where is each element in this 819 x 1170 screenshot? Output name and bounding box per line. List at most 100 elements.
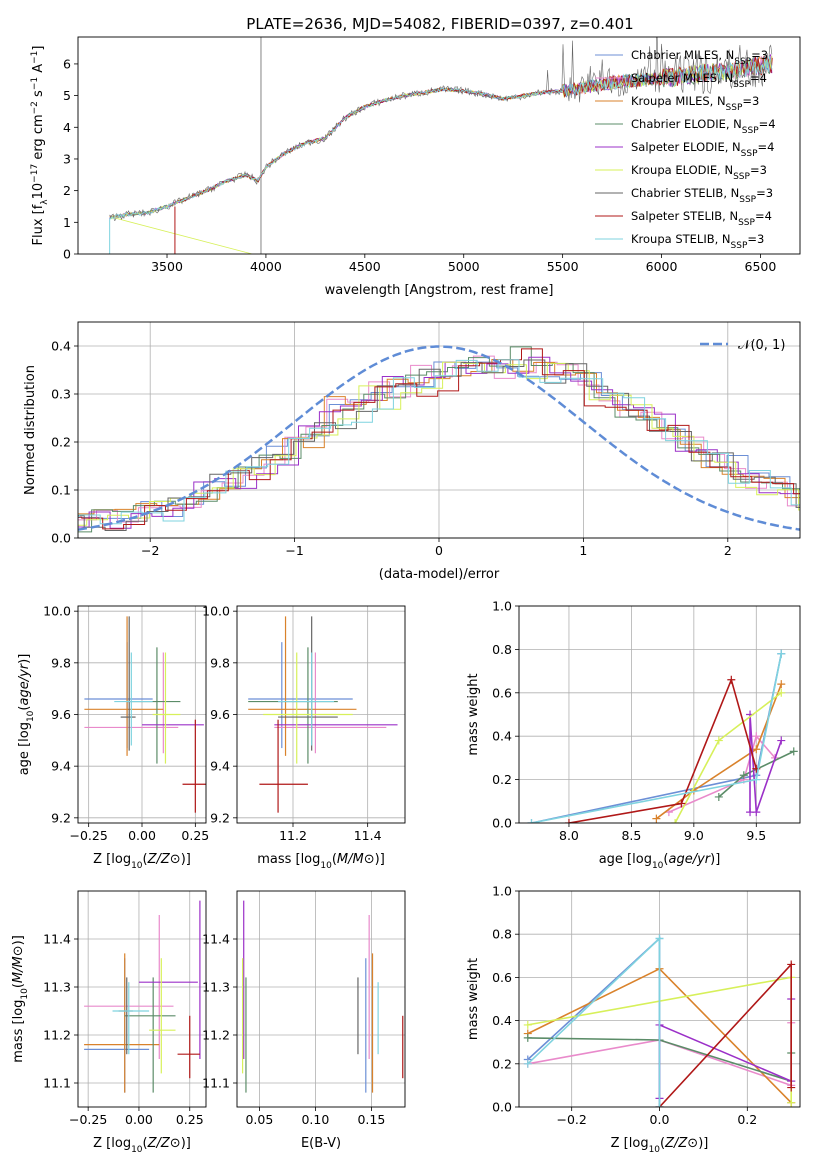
y-tick-label: 10.0	[43, 604, 71, 619]
y-axis-label-part: 10	[26, 710, 36, 722]
weight-point-kroupa_miles	[752, 745, 761, 754]
x-axis-label-part: 10	[652, 861, 664, 871]
weight-point-kroupa_stelib	[527, 819, 536, 823]
weight-line-salpeter_stelib	[658, 962, 792, 1107]
legend-label-sub: SSP	[739, 195, 756, 205]
x-tick-label: 0.10	[301, 1112, 329, 1127]
y-tick-label: 9.2	[51, 810, 71, 825]
legend-label-main: Kroupa STELIB, N	[631, 232, 731, 246]
legend-label: Chabrier STELIB, NSSP=3	[631, 186, 773, 205]
y-tick-label: 4	[63, 120, 71, 135]
x-tick-label: 0.00	[125, 1112, 153, 1127]
x-axis-label-part: Z/Z⊙	[147, 852, 181, 867]
spectrum-line-kroupa_stelib	[109, 56, 773, 220]
legend-label-normal: 𝒩(0, 1)	[738, 338, 785, 353]
panel-residuals: −2 −1 0 1 2 0.0 0.1 0.2 0.3 0.4 𝒩(0, 1) (data-model…	[23, 321, 801, 582]
x-axis-label: (data-model)/error	[379, 567, 500, 582]
legend-label-main: Kroupa MILES, N	[631, 94, 726, 108]
x-axis-label-part: 10	[649, 1145, 661, 1155]
x-tick-label: 6500	[745, 259, 777, 274]
y-tick-label: 1.0	[492, 884, 512, 899]
legend-label-main: Chabrier MILES, N	[631, 48, 734, 62]
legend-label-sub: SSP	[733, 172, 750, 182]
histogram-chabrier_miles	[78, 361, 800, 519]
x-tick-label: 0.2	[737, 1112, 757, 1127]
y-axis-label-part: erg cm	[31, 114, 46, 163]
x-tick-label: 8.0	[559, 828, 579, 843]
y-tick-label: 9.4	[51, 759, 71, 774]
y-axis-label: Flux [fλ10−17 erg cm−2 s−1 A−1]	[30, 46, 50, 246]
x-axis-label-part: )]	[698, 1136, 708, 1151]
x-tick-label: 11.2	[279, 828, 307, 843]
y-tick-label: 0.8	[492, 642, 512, 657]
normal-curve	[78, 345, 800, 531]
x-tick-label: 8.5	[621, 828, 641, 843]
axes-frame	[77, 605, 207, 824]
y-axis-label-part: (	[11, 983, 26, 988]
panel-age-vs-Z: −0.25 0.00 0.259.29.49.69.810.0Z [log10(Z/…	[17, 604, 209, 871]
x-axis-label-part: Z [log	[93, 852, 131, 867]
legend-label: Salpeter STELIB, NSSP=4	[631, 209, 772, 228]
x-axis-label-part: (	[660, 1136, 665, 1151]
y-tick-label: 0.4	[51, 339, 71, 354]
y-axis-label-part: )]	[17, 654, 32, 664]
y-axis-label-part: −1	[30, 77, 40, 90]
x-axis-label-part: )]	[181, 852, 191, 867]
x-axis-label-part: Z [log	[611, 1136, 649, 1151]
weight-line-salpeter_miles	[668, 734, 776, 813]
x-tick-label: 2	[724, 543, 732, 558]
weight-point-salpeter_miles	[752, 732, 761, 741]
legend-label-main: Salpeter ELODIE, N	[631, 140, 741, 154]
x-axis-label-part: )]	[710, 852, 720, 867]
weight-point-chabrier_elodie	[739, 771, 748, 780]
legend-label-sub: SSP	[733, 80, 750, 90]
x-axis-label: mass [log10(M/M⊙)]	[257, 852, 385, 871]
plot-area	[527, 649, 798, 823]
histogram-kroupa_stelib	[78, 359, 800, 525]
legend-label: Kroupa MILES, NSSP=3	[631, 94, 759, 113]
axes-frame	[77, 321, 801, 539]
y-axis-label-part: M/M⊙	[11, 945, 26, 983]
y-tick-label: 0.0	[51, 531, 71, 546]
weight-point-kroupa_stelib	[752, 775, 761, 784]
y-axis-label-part: −17	[30, 164, 40, 183]
weight-point-chabrier_elodie	[714, 792, 723, 801]
legend-label-tail: =4	[750, 71, 767, 85]
y-axis-label-part: Flux [f	[31, 204, 46, 245]
y-tick-label: 0.2	[492, 772, 512, 787]
legend-label-tail: =3	[750, 163, 767, 177]
plot-area	[523, 934, 796, 1107]
y-tick-label: 11.4	[43, 932, 71, 947]
legend-label-tail: =3	[751, 48, 768, 62]
x-axis-label-part: 10	[131, 861, 143, 871]
legend-label: Salpeter ELODIE, NSSP=4	[631, 140, 774, 159]
weight-line-salpeter_elodie	[749, 714, 783, 813]
y-axis-label-part: mass [log	[11, 1000, 26, 1063]
legend-label-main: Chabrier STELIB, N	[631, 186, 739, 200]
y-tick-label: 9.8	[51, 655, 71, 670]
panel-spectrum: 3500 4000 4500 5000 5500 6000 6500 0 1 2 3 4 5 6 Chabr…	[30, 36, 801, 298]
plot-area	[78, 345, 800, 533]
axes-frame	[236, 890, 406, 1108]
y-tick-label: 9.8	[210, 655, 230, 670]
legend-label-main: Salpeter STELIB, N	[631, 209, 738, 223]
x-axis-label-part: age/yr	[668, 852, 711, 867]
x-axis-label-part: )]	[375, 852, 385, 867]
axes-frame	[518, 890, 801, 1108]
weight-point-kroupa_elodie	[523, 1020, 532, 1029]
panel-mass-vs-ebv: 0.05 0.10 0.15 11.1 11.2 11.3 11.4 E(B-V)	[202, 890, 406, 1151]
y-tick-label: 11.3	[202, 980, 230, 995]
weight-point-kroupa_elodie	[777, 688, 786, 697]
y-tick-label: 0.3	[51, 387, 71, 402]
y-tick-label: 0.4	[492, 729, 512, 744]
x-tick-label: 4000	[250, 259, 282, 274]
x-tick-label: 0.0	[650, 1112, 670, 1127]
x-tick-label: 0.25	[181, 828, 209, 843]
x-axis-label-part: Z/Z⊙	[147, 1136, 181, 1151]
x-tick-label: −2	[141, 543, 159, 558]
axes-frame	[77, 36, 801, 255]
panel-weight-vs-age: 8.0 8.5 9.0 9.5 0.0 0.2 0.4 0.6 0.8 1.0 age [log10…	[466, 599, 801, 871]
weight-line-kroupa_elodie	[674, 692, 782, 823]
x-axis-label-part: M/M⊙	[337, 852, 375, 867]
legend-label-tail: =3	[756, 186, 773, 200]
